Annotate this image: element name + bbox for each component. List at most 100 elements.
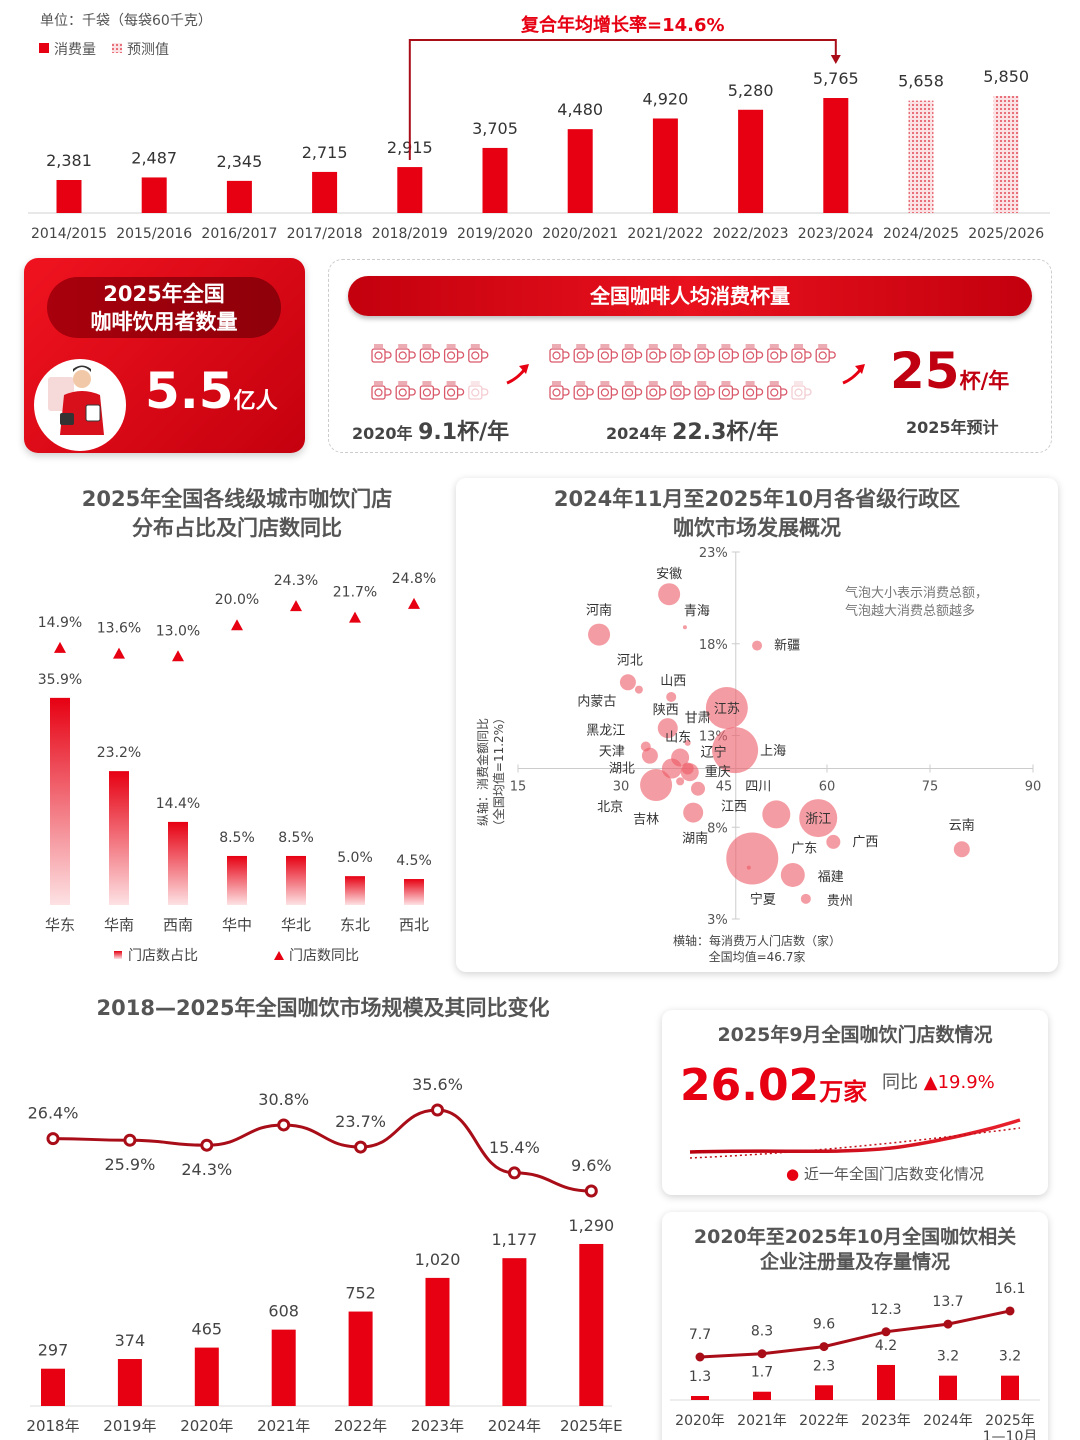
yoy-value-label: 20.0% <box>215 592 259 608</box>
x-tick-label: 2020年 <box>180 1417 233 1435</box>
bar-2018/2019 <box>397 167 423 213</box>
mug-bean <box>471 351 480 360</box>
coffee-mug-icon <box>549 381 570 400</box>
mug-body <box>419 385 435 400</box>
mug-body <box>646 385 661 400</box>
coffee-mug-icon <box>549 344 570 363</box>
mug-bean <box>447 388 456 397</box>
store-count-card <box>662 1010 1048 1195</box>
mug-handle <box>684 351 691 359</box>
bubble-label: 内蒙古 <box>577 694 616 710</box>
yoy-value-label: 25.9% <box>104 1155 155 1174</box>
mug-body <box>573 348 588 363</box>
per-capita-2020: 2020年 9.1杯/年 <box>352 414 509 446</box>
bubble-浙江 <box>799 799 838 838</box>
coffee-mug-icon <box>767 344 788 363</box>
coffee-mug-icon <box>718 344 739 363</box>
coffee-users-title-line1: 2025年全国 <box>103 282 225 306</box>
coffee-mug-icon <box>718 381 739 400</box>
legend-share: 门店数占比 <box>128 948 198 964</box>
share-value-label: 5.0% <box>337 850 373 866</box>
share-bar-华中 <box>227 855 247 905</box>
share-value-label: 23.2% <box>97 745 141 761</box>
mug-handle <box>805 388 812 396</box>
mug-bean <box>374 388 383 397</box>
yoy-value: 19.9% <box>937 1072 995 1093</box>
mug-steam <box>624 381 634 385</box>
x-tick-label: 2025年 <box>985 1413 1035 1429</box>
coffee-drinker-illustration <box>34 359 126 451</box>
yoy-point <box>46 1132 60 1146</box>
legend-swatch-share <box>114 951 122 959</box>
bar-2017/2018 <box>312 171 338 213</box>
per-capita-year: 2020年 <box>352 424 413 443</box>
bubble-label: 江西 <box>721 800 747 815</box>
mug-bean <box>818 351 827 360</box>
mug-handle <box>732 351 739 359</box>
mug-handle <box>587 388 594 396</box>
mug-steam <box>576 381 586 385</box>
bubble-北京 <box>640 769 673 802</box>
mug-body <box>621 348 637 363</box>
yoy-point <box>431 1103 444 1117</box>
legend-swatch-forecast <box>112 43 122 53</box>
mug-body <box>767 385 782 400</box>
mug-bean <box>374 351 383 360</box>
bar-value-label: 2,345 <box>216 152 262 171</box>
bar-value-label: 465 <box>192 1320 223 1339</box>
mug-body <box>371 385 386 400</box>
x-tick-label: 2025年E <box>560 1417 623 1435</box>
coffee-mug-icon <box>646 344 667 363</box>
store-trend-line <box>689 1118 1021 1154</box>
bubble-甘肃 <box>684 739 691 746</box>
bubble-label: 安徽 <box>656 567 682 582</box>
bubble-广东 <box>726 832 779 885</box>
store-unit: 万家 <box>819 1078 868 1106</box>
mug-body <box>549 348 564 363</box>
x-tick-label: 2021年 <box>257 1417 310 1435</box>
bubble-四川 <box>762 800 791 829</box>
x-axis-label: 横轴：每消费万人门店数（家） <box>673 933 841 948</box>
x-tick-label: 2019/2020 <box>457 226 533 242</box>
coffee-mug-icon <box>742 381 764 400</box>
mug-body <box>670 385 685 400</box>
mug-body <box>371 348 386 363</box>
mug-body <box>621 385 637 400</box>
mug-handle <box>457 351 465 359</box>
mug-body <box>395 385 410 400</box>
x-tick-label: 2023年 <box>411 1417 464 1435</box>
mug-steam <box>673 381 682 385</box>
mug-steam <box>648 344 658 348</box>
coffee-mug-icon <box>419 381 440 400</box>
yoy-point <box>277 1118 291 1132</box>
line-value-label: 13.7 <box>932 1294 963 1310</box>
mug-steam <box>624 344 634 348</box>
coffee-mug-icon <box>742 344 764 363</box>
mug-steam <box>374 344 383 348</box>
mug-body <box>443 385 459 400</box>
bubble-陕西 <box>657 718 678 739</box>
mug-handle <box>805 351 812 359</box>
bar-value-label: 5,658 <box>898 72 944 91</box>
bar-2015/2016 <box>141 177 167 213</box>
line-value-label: 16.1 <box>994 1281 1025 1297</box>
bar-value-label: 2,487 <box>131 148 177 167</box>
x-tick-label: 2023年 <box>861 1413 911 1429</box>
bubble-label: 陕西 <box>653 703 679 718</box>
bubble-label: 广西 <box>852 835 878 850</box>
store-trend-legend: ● 近一年全国门店数变化情况 <box>786 1163 984 1184</box>
mug-bean <box>649 388 658 397</box>
mug-bean <box>770 388 779 397</box>
mug-steam <box>422 381 432 385</box>
line-value-label: 8.3 <box>751 1324 773 1340</box>
bubble-label: 江苏 <box>714 701 740 717</box>
bubble-label: 天津 <box>599 745 625 760</box>
mug-steam <box>600 344 610 348</box>
mug-body <box>694 385 709 400</box>
up-triangle-icon: ▲ <box>923 1072 938 1093</box>
coffee-mug-icon <box>371 381 392 400</box>
mug-steam <box>422 344 432 348</box>
mug-body <box>815 348 830 363</box>
bubble-label: 贵州 <box>827 894 853 909</box>
mug-bean <box>697 351 706 360</box>
